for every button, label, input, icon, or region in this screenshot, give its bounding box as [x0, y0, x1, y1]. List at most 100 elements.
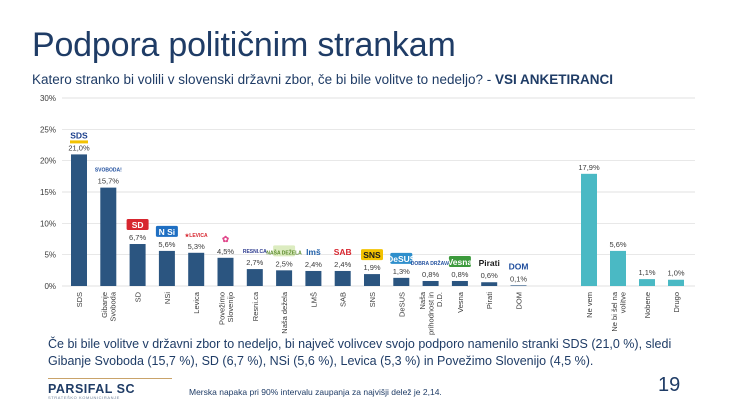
- party-logo: DOBRA DRŽAVA: [411, 259, 451, 267]
- x-tick-label: D.D.: [435, 292, 444, 307]
- x-tick-label: volitve: [618, 292, 627, 313]
- party-logo: NAŠA DEŽELA: [266, 248, 302, 256]
- bar-11: [364, 274, 380, 286]
- bar-18: [610, 250, 626, 286]
- bar-20: [668, 279, 684, 286]
- party-logo-badge: [361, 249, 383, 261]
- party-logo: SD: [132, 220, 144, 230]
- margin-of-error-note: Merska napaka pri 90% intervalu zaupanja…: [189, 387, 442, 397]
- chart-subtitle: Katero stranko bi volili v slovenski drž…: [32, 72, 613, 87]
- bar-2: [100, 187, 117, 286]
- x-tick-label: Ne vem: [585, 292, 594, 318]
- x-tick-label: SDS: [75, 292, 84, 307]
- bar-3: [129, 244, 146, 286]
- value-label: 0,1%: [510, 274, 527, 283]
- value-label: 21,0%: [68, 143, 90, 152]
- value-label: 2,4%: [334, 260, 351, 269]
- subtitle-question: Katero stranko bi volili v slovenski drž…: [32, 72, 495, 87]
- parsifal-logo: PARSIFAL SC STRATEŠKO KOMUNICIRANJE: [48, 382, 135, 400]
- x-tick-label: Vesna: [456, 291, 465, 313]
- value-label: 2,4%: [305, 260, 322, 269]
- x-tick-label: Gibanje: [100, 292, 109, 318]
- x-tick-label: SD: [134, 291, 143, 302]
- party-logo: SDS: [70, 130, 88, 140]
- value-label: 0,8%: [422, 270, 439, 279]
- bar-1: [71, 154, 87, 286]
- value-label: 1,1%: [638, 268, 655, 277]
- x-tick-label: DeSUS: [397, 292, 406, 317]
- value-label: 15,7%: [98, 177, 120, 186]
- party-logo-badge: [390, 252, 413, 264]
- x-tick-label: NSi: [163, 292, 172, 304]
- y-tick-label: 0%: [44, 282, 56, 291]
- value-label: 1,0%: [667, 269, 684, 278]
- bar-19: [639, 279, 655, 286]
- party-logo: N Si: [159, 227, 176, 237]
- party-logo-badge: [155, 225, 178, 237]
- party-logo: SVOBODA!: [95, 168, 122, 174]
- x-tick-label: Ne bi šel na: [610, 291, 619, 331]
- y-tick-label: 25%: [40, 125, 56, 134]
- value-label: 17,9%: [578, 163, 600, 172]
- party-logo: Vesna: [448, 257, 473, 267]
- bar-8: [276, 270, 293, 286]
- x-tick-label: Svoboda: [109, 291, 118, 321]
- bar-17: [581, 173, 597, 286]
- subtitle-segment: VSI ANKETIRANCI: [494, 72, 613, 87]
- value-label: 5,6%: [158, 240, 175, 249]
- party-support-chart: 0% 5% 10% 15% 20% 25% 30% 21,0% SDS SDS 15,7% SVOBO…: [40, 94, 695, 335]
- value-label: 0,6%: [481, 271, 498, 280]
- footer-divider: [48, 378, 172, 379]
- bar-9: [305, 270, 322, 286]
- x-tick-label: SAB: [339, 292, 348, 307]
- value-label: 0,8%: [451, 270, 468, 279]
- party-logo: DOM: [509, 261, 529, 271]
- bar-4: [158, 250, 175, 286]
- party-logo: Pirati: [479, 258, 500, 268]
- y-tick-label: 15%: [40, 188, 56, 197]
- x-tick-label: SNS: [368, 292, 377, 307]
- party-logo-badge: [273, 245, 296, 257]
- bar-10: [334, 270, 351, 286]
- bar-7: [246, 269, 263, 286]
- value-label: 1,3%: [393, 267, 410, 276]
- x-tick-label: Nobene: [643, 292, 652, 318]
- x-tick-label: DOM: [515, 292, 524, 310]
- party-logo: ★LEVICA: [185, 233, 208, 239]
- party-logo: RESNI.CA: [243, 249, 267, 255]
- page-number: 19: [658, 374, 681, 396]
- party-logo: SAB: [334, 247, 352, 257]
- bar-12: [393, 277, 410, 286]
- bar-6: [217, 257, 234, 286]
- summary-text: Če bi bile volitve v državni zbor to ned…: [48, 337, 672, 368]
- value-label: 1,9%: [363, 263, 380, 272]
- x-tick-label: prihodnost in: [427, 292, 436, 335]
- value-label: 6,7%: [129, 233, 146, 242]
- x-tick-label: Levica: [192, 291, 201, 314]
- logo-subtext: STRATEŠKO KOMUNICIRANJE: [48, 395, 120, 400]
- value-label: 4,5%: [217, 247, 234, 256]
- x-tick-label: Naša dežela: [280, 291, 289, 334]
- party-logo-badge: [126, 219, 149, 231]
- y-tick-label: 5%: [44, 251, 56, 260]
- y-tick-label: 10%: [40, 219, 56, 228]
- bar-5: [188, 252, 205, 286]
- bar-13: [422, 280, 439, 286]
- party-logo: lmš: [306, 247, 321, 257]
- value-label: 5,6%: [609, 240, 626, 249]
- party-logo-underline: [70, 140, 88, 144]
- party-logo: SNS: [363, 250, 381, 260]
- x-tick-label: Povežimo: [217, 292, 226, 325]
- logo-text: PARSIFAL SC: [48, 382, 135, 396]
- party-logo: ✿: [222, 234, 230, 244]
- y-tick-label: 20%: [40, 157, 56, 166]
- value-label: 2,5%: [276, 259, 293, 268]
- party-logo: DeSUS: [387, 254, 416, 264]
- party-logo-badge: [448, 255, 471, 267]
- y-tick-label: 30%: [40, 94, 56, 103]
- value-label: 5,3%: [188, 242, 205, 251]
- bar-14: [451, 280, 468, 286]
- x-tick-label: Resni.ca: [251, 291, 260, 321]
- x-tick-label: Drugo: [672, 292, 681, 312]
- value-label: 2,7%: [246, 258, 263, 267]
